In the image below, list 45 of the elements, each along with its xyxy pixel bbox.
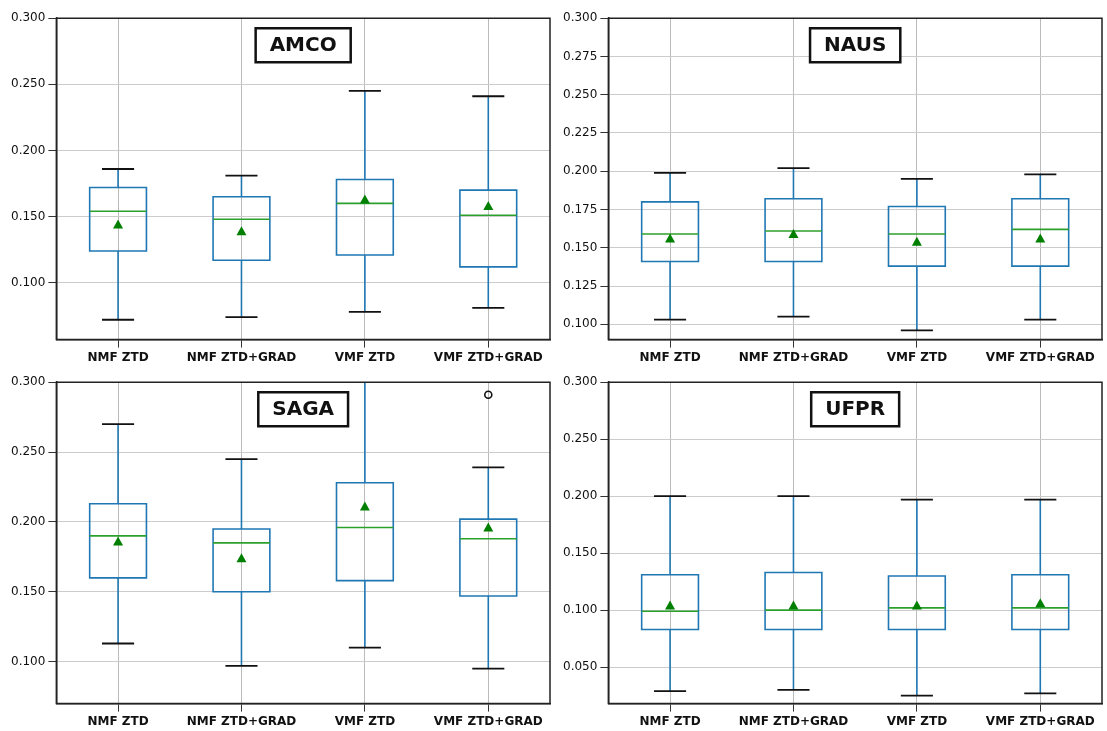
text: NAUS (824, 32, 887, 57)
y-tick-label: 0.050 (562, 659, 598, 674)
y-tick-label: 0.225 (562, 125, 598, 140)
x-tick-label: VMF ZTD+GRAD (985, 349, 1095, 364)
y-tick-label: 0.275 (562, 48, 598, 63)
text: SAGA (272, 396, 335, 421)
x-tick-label: NMF ZTD (87, 713, 149, 728)
y-tick-label: 0.300 (10, 10, 46, 25)
y-tick-label: 0.250 (562, 431, 598, 446)
y-tick-label: 0.250 (562, 86, 598, 101)
y-tick-label: 0.200 (562, 488, 598, 503)
text: AMCO (269, 32, 337, 57)
x-tick-label: VMF ZTD+GRAD (433, 713, 543, 728)
x-tick-label: NMF ZTD+GRAD (738, 713, 849, 728)
x-tick-label: NMF ZTD+GRAD (186, 349, 297, 364)
x-tick-label: VMF ZTD+GRAD (433, 349, 543, 364)
x-tick-label: NMF ZTD+GRAD (186, 713, 297, 728)
y-tick-label: 0.150 (10, 208, 46, 223)
y-tick-label: 0.150 (562, 545, 598, 560)
y-tick-label: 0.125 (562, 278, 598, 293)
y-tick-label: 0.150 (10, 583, 46, 598)
y-tick-label: 0.150 (562, 239, 598, 254)
x-tick-label: NMF ZTD+GRAD (738, 349, 849, 364)
y-tick-label: 0.300 (562, 10, 598, 25)
y-tick-label: 0.100 (10, 274, 46, 289)
y-tick-label: 0.200 (10, 514, 46, 529)
x-tick-label: VMF ZTD+GRAD (985, 713, 1095, 728)
x-tick-label: NMF ZTD (87, 349, 149, 364)
x-tick-label: VMF ZTD (886, 349, 948, 364)
y-tick-label: 0.300 (562, 374, 598, 389)
y-tick-label: 0.300 (10, 374, 46, 389)
y-tick-label: 0.100 (10, 653, 46, 668)
y-tick-label: 0.250 (10, 444, 46, 459)
y-tick-label: 0.250 (10, 76, 46, 91)
text: UFPR (825, 396, 886, 421)
y-tick-label: 0.175 (562, 201, 598, 216)
x-tick-label: VMF ZTD (334, 713, 396, 728)
x-tick-label: NMF ZTD (639, 349, 701, 364)
y-tick-label: 0.200 (562, 163, 598, 178)
x-tick-label: VMF ZTD (886, 713, 948, 728)
x-tick-label: NMF ZTD (639, 713, 701, 728)
y-tick-label: 0.100 (562, 316, 598, 331)
x-tick-label: VMF ZTD (334, 349, 396, 364)
y-tick-label: 0.100 (562, 602, 598, 617)
y-tick-label: 0.200 (10, 142, 46, 157)
